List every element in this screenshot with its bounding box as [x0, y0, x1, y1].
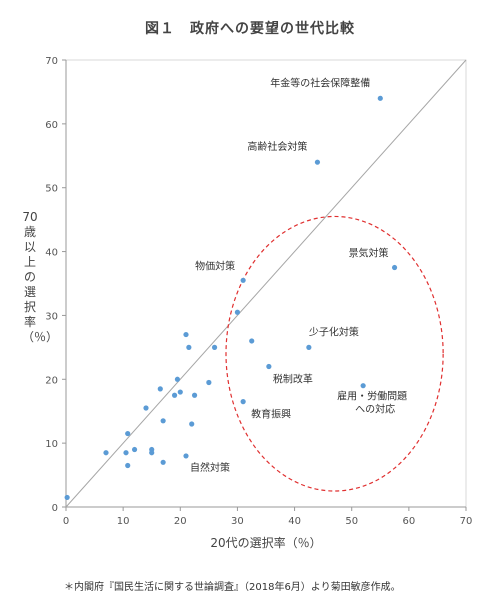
point-label: 少子化対策 — [309, 325, 359, 338]
point-labels-layer: 年金等の社会保障整備高齢社会対策景気対策物価対策少子化対策税制改革雇用・労働問題… — [190, 76, 407, 474]
points-layer — [64, 95, 398, 501]
point-label: 年金等の社会保障整備 — [270, 76, 370, 89]
x-tick-label: 20 — [174, 516, 187, 527]
chart-title: 図１ 政府への要望の世代比較 — [145, 21, 355, 37]
axes: 0 10 20 30 40 50 60 70 0 10 20 30 40 50 60 70 — [45, 56, 472, 527]
data-point — [186, 344, 192, 350]
data-point — [234, 309, 241, 315]
data-point — [314, 159, 321, 165]
data-point — [391, 264, 398, 271]
data-point — [211, 344, 218, 350]
y-tick-label: 50 — [45, 184, 58, 195]
y-tick-label: 30 — [45, 311, 58, 322]
data-point — [360, 383, 366, 389]
x-tick-label: 10 — [117, 516, 130, 527]
x-axis-label: 20代の選択率（％） — [210, 536, 322, 550]
diagonal-reference-line — [65, 59, 467, 508]
data-point — [160, 418, 166, 424]
x-tick-label: 70 — [460, 516, 473, 527]
point-label: 雇用・労働問題への対応 — [337, 390, 407, 416]
x-tick-label: 40 — [288, 516, 301, 527]
data-point — [143, 405, 149, 411]
data-point — [177, 389, 183, 395]
data-point — [240, 399, 246, 405]
data-point — [191, 392, 198, 398]
data-point — [149, 450, 155, 456]
data-point — [249, 338, 255, 344]
y-tick-label: 10 — [45, 439, 58, 450]
point-label: 教育振興 — [251, 408, 291, 421]
x-tick-label: 30 — [231, 516, 244, 527]
y-tick-label: 0 — [52, 503, 58, 514]
y-tick-label: 60 — [45, 120, 58, 131]
data-point — [125, 430, 131, 437]
data-point — [64, 494, 70, 501]
data-point — [123, 450, 129, 456]
data-point — [240, 277, 246, 283]
data-point — [183, 331, 189, 338]
data-point — [160, 459, 166, 465]
y-axis-label: 70歳以上の選択率（％） — [22, 210, 59, 344]
point-label: 景気対策 — [349, 247, 389, 260]
reference-line-layer — [65, 59, 467, 508]
point-label: 物価対策 — [195, 259, 235, 272]
y-tick-label: 40 — [45, 248, 58, 259]
x-tick-label: 50 — [345, 516, 358, 527]
data-point — [171, 392, 178, 398]
point-label: 自然対策 — [190, 461, 230, 474]
highlight-ellipse — [225, 215, 444, 492]
data-point — [174, 376, 181, 382]
point-label: 税制改革 — [273, 373, 313, 386]
y-tick-label: 20 — [45, 375, 58, 386]
x-tick-label: 60 — [402, 516, 415, 527]
footnote: ＊内閣府『国民生活に関する世論調査』（2018年6月）より菊田敏彦作成。 — [64, 582, 401, 593]
data-point — [206, 379, 212, 386]
data-point — [125, 462, 131, 469]
x-tick-label: 0 — [63, 516, 69, 527]
y-tick-label: 70 — [45, 56, 58, 67]
data-point — [306, 344, 312, 350]
data-point — [189, 421, 195, 427]
data-point — [131, 446, 138, 453]
data-point — [377, 95, 383, 101]
data-point — [266, 363, 272, 370]
highlight-ellipse-layer — [225, 215, 444, 492]
data-point — [183, 453, 189, 459]
data-point — [103, 450, 109, 456]
point-label: 高齢社会対策 — [247, 140, 307, 153]
data-point — [157, 386, 163, 392]
